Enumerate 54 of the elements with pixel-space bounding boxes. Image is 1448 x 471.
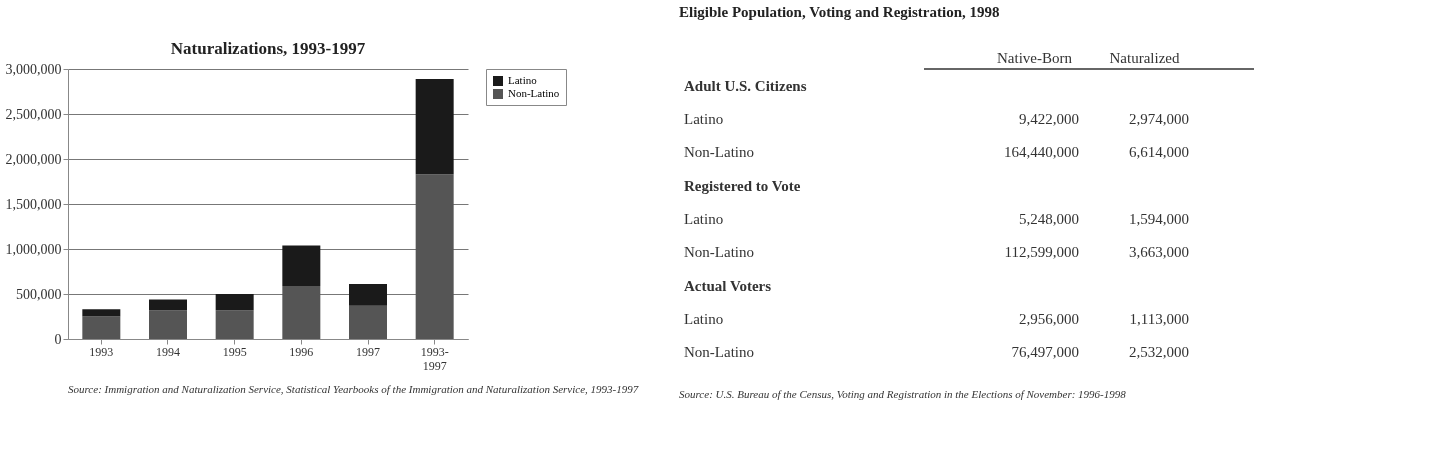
- bar: [282, 245, 321, 286]
- category-label: Actual Voters: [684, 277, 772, 294]
- bar: [82, 309, 121, 317]
- category-label: Non-Latino: [684, 244, 754, 261]
- bar: [82, 316, 121, 339]
- x-tick-label: 1997: [356, 344, 380, 359]
- text: 9,422,000: [1019, 111, 1079, 127]
- bar: [415, 78, 454, 175]
- text: 2,956,000: [1019, 311, 1079, 327]
- text: 112,599,000: [1004, 244, 1079, 261]
- category-label: Non-Latino: [684, 144, 754, 161]
- category-label: Registered to Vote: [684, 177, 801, 194]
- bar: [215, 294, 254, 311]
- category-label: Adult U.S. Citizens: [684, 77, 807, 94]
- bar: [149, 299, 187, 311]
- text: 5,248,000: [1019, 211, 1079, 227]
- text: Eligible Population, Voting and Registration, 1998: [679, 4, 1000, 20]
- chart-title: Naturalizations, 1993-1997: [170, 39, 366, 58]
- text: 1,594,000: [1129, 211, 1189, 227]
- source-note: Source: Immigration and Naturalization Service, Statistical Yearbooks of the Immigration and Naturalization Service, 1993-1997: [68, 383, 639, 395]
- bar: [349, 284, 387, 306]
- text: 2,974,000: [1129, 111, 1189, 127]
- y-tick-label: 2,500,000: [5, 106, 62, 122]
- y-tick-label: 1,000,000: [5, 241, 62, 257]
- bar: [415, 174, 454, 339]
- x-tick-label: 1993: [89, 344, 114, 359]
- y-tick-label: 3,000,000: [5, 61, 62, 77]
- bar: [215, 310, 254, 339]
- x-tick-label: 1995: [222, 344, 247, 359]
- text: 3,663,000: [1129, 244, 1189, 261]
- text: 76,497,000: [1011, 344, 1079, 361]
- legend-label: Non-Latino: [508, 87, 560, 99]
- y-tick-label: 1,500,000: [5, 196, 62, 212]
- x-tick-label: 1994: [156, 344, 180, 359]
- y-tick-label: 0: [54, 331, 62, 347]
- category-label: Latino: [684, 311, 724, 327]
- y-tick-label: 2,000,000: [5, 151, 62, 167]
- bar: [349, 305, 387, 339]
- bar: [149, 310, 187, 339]
- x-tick-label: 1996: [289, 344, 314, 359]
- text: 164,440,000: [1004, 144, 1079, 161]
- category-label: Naturalized: [1109, 49, 1180, 66]
- text: 2,532,000: [1129, 344, 1189, 361]
- category-label: Latino: [684, 111, 724, 127]
- category-label: Native-Born: [997, 49, 1073, 66]
- text: 1,113,000: [1129, 311, 1189, 327]
- x-tick-label: 1993-1997: [420, 344, 449, 373]
- legend-label: Latino: [508, 74, 538, 86]
- category-label: Non-Latino: [684, 344, 754, 361]
- text: 6,614,000: [1129, 144, 1189, 161]
- source-note: Source: U.S. Bureau of the Census, Voting and Registration in the Elections of November: 1996-1998: [679, 388, 1127, 400]
- y-tick-label: 500,000: [16, 286, 62, 302]
- category-label: Latino: [684, 211, 724, 227]
- bar: [282, 285, 321, 339]
